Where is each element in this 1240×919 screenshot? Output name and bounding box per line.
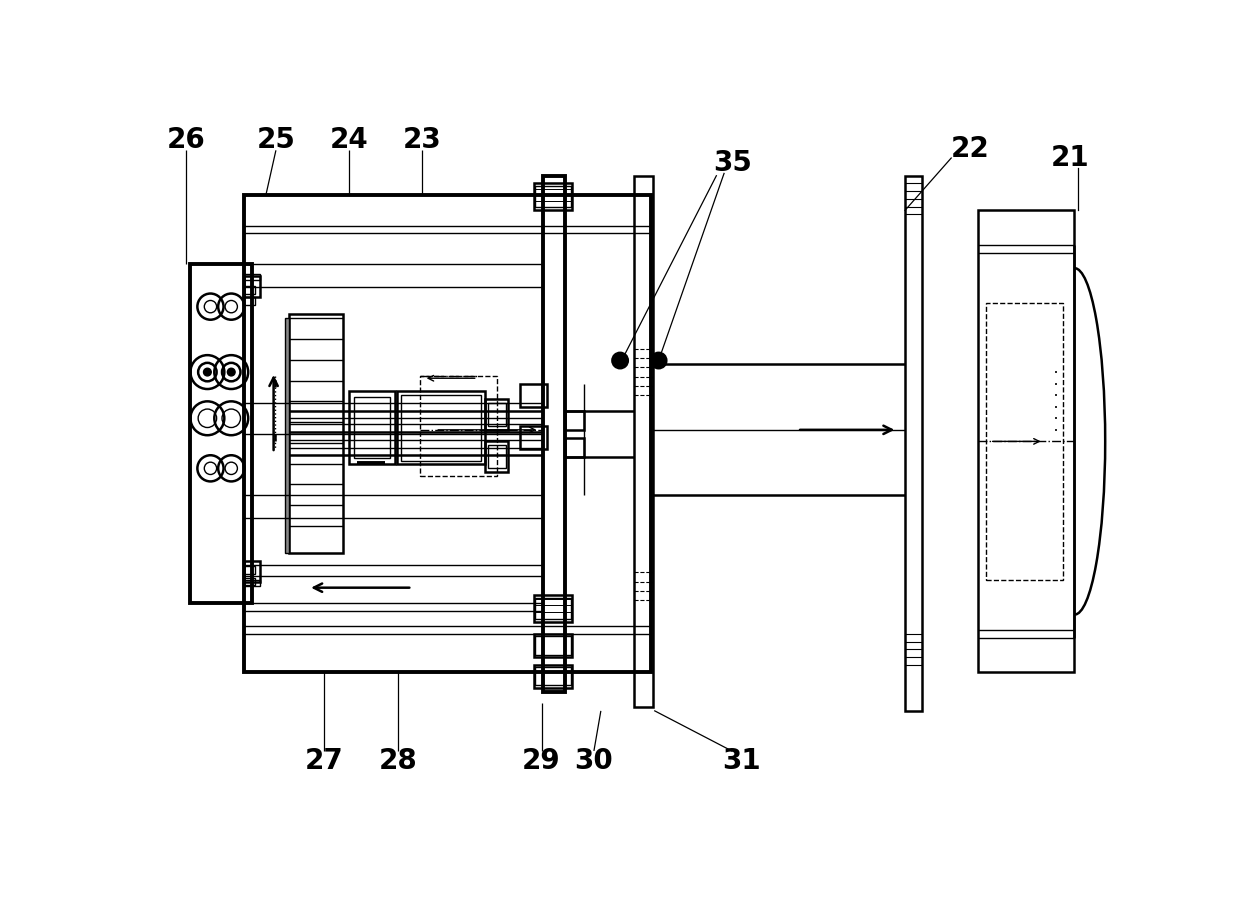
- Text: 25: 25: [257, 126, 295, 153]
- Text: 22: 22: [951, 135, 990, 163]
- Circle shape: [226, 301, 237, 312]
- Bar: [485, 399, 508, 430]
- Bar: [520, 383, 547, 407]
- Bar: [420, 376, 497, 476]
- Text: 29: 29: [522, 747, 560, 775]
- Bar: [289, 314, 343, 553]
- Bar: [191, 265, 252, 603]
- Text: 31: 31: [723, 747, 761, 775]
- Bar: [244, 566, 255, 573]
- Bar: [244, 561, 259, 583]
- Bar: [401, 395, 481, 460]
- Bar: [986, 302, 1063, 580]
- Text: 26: 26: [166, 126, 205, 153]
- Bar: [244, 298, 255, 305]
- Bar: [564, 437, 584, 457]
- Text: 28: 28: [379, 747, 418, 775]
- Bar: [536, 636, 570, 654]
- Bar: [534, 596, 573, 622]
- Circle shape: [227, 369, 236, 376]
- Bar: [634, 176, 653, 707]
- Bar: [536, 597, 570, 619]
- Bar: [244, 578, 255, 585]
- Bar: [905, 176, 921, 711]
- Bar: [536, 667, 570, 686]
- Text: 23: 23: [403, 126, 441, 153]
- Bar: [285, 318, 289, 553]
- Circle shape: [203, 369, 211, 376]
- Bar: [397, 391, 485, 464]
- Bar: [543, 176, 564, 692]
- Bar: [520, 426, 547, 449]
- Bar: [244, 580, 259, 586]
- Bar: [978, 210, 1074, 673]
- Bar: [487, 445, 506, 469]
- Bar: [534, 634, 573, 657]
- Bar: [244, 286, 255, 293]
- Bar: [487, 403, 506, 426]
- Bar: [244, 276, 259, 298]
- Circle shape: [651, 353, 666, 369]
- Bar: [536, 186, 570, 208]
- Bar: [355, 397, 389, 459]
- Bar: [534, 664, 573, 687]
- Bar: [244, 195, 651, 673]
- Bar: [534, 184, 573, 210]
- Circle shape: [205, 301, 217, 312]
- Bar: [485, 441, 508, 472]
- Text: 35: 35: [713, 149, 751, 176]
- Text: 27: 27: [304, 747, 343, 775]
- Circle shape: [613, 353, 627, 369]
- Bar: [564, 411, 584, 430]
- Text: 30: 30: [574, 747, 614, 775]
- Text: 24: 24: [330, 126, 368, 153]
- Text: 21: 21: [1052, 144, 1090, 172]
- Bar: [244, 274, 259, 279]
- Bar: [350, 391, 396, 464]
